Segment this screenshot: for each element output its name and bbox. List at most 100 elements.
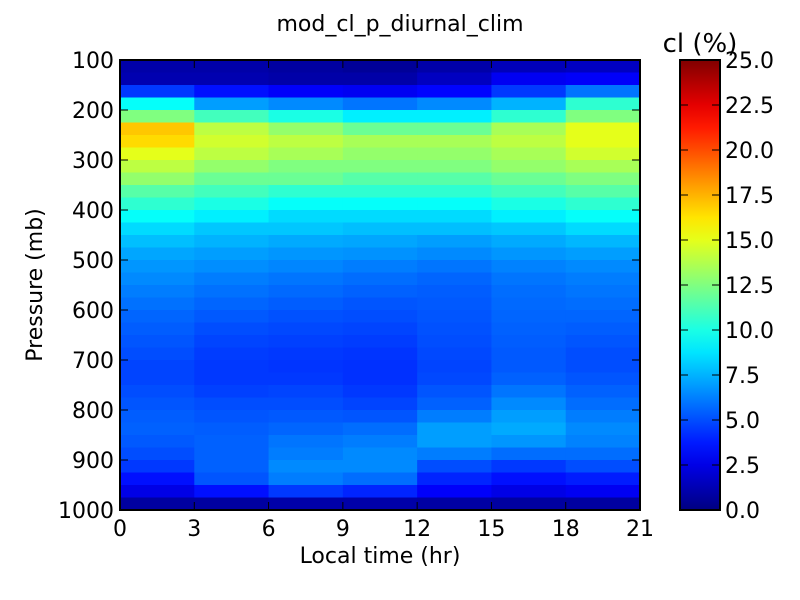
heatmap-cell (491, 360, 567, 374)
heatmap-cell (565, 60, 641, 74)
heatmap-cell (565, 185, 641, 199)
heatmap-cell (342, 160, 418, 174)
colorbar-tick-label: 25.0 (725, 49, 774, 74)
heatmap-cell (491, 97, 567, 111)
heatmap-cell (491, 160, 567, 174)
heatmap-cell (491, 147, 567, 161)
heatmap-cell (417, 360, 493, 374)
heatmap-cell (565, 197, 641, 211)
heatmap-cell (120, 372, 195, 386)
heatmap-cell (268, 347, 344, 361)
heatmap-cell (120, 397, 195, 411)
heatmap-cell (565, 147, 641, 161)
y-axis-title: Pressure (mb) (23, 208, 48, 362)
heatmap-cell (565, 322, 641, 336)
heatmap-cell (565, 110, 641, 124)
heatmap-cell (491, 85, 567, 99)
heatmap-cell (417, 272, 493, 286)
heatmap-cell (120, 122, 195, 136)
heatmap-cell (194, 235, 270, 249)
heatmap-cell (120, 272, 195, 286)
heatmap-cell (417, 485, 493, 499)
heatmap-cell (268, 335, 344, 349)
heatmap-cell (194, 60, 270, 74)
heatmap-cell (120, 435, 195, 449)
colorbar-tick-label: 15.0 (725, 229, 774, 254)
heatmap-cell (342, 435, 418, 449)
heatmap-cell (565, 272, 641, 286)
heatmap-cell (565, 460, 641, 474)
heatmap-cell (120, 485, 195, 499)
heatmap-cell (194, 72, 270, 86)
heatmap-cell (491, 347, 567, 361)
heatmap-cell (268, 472, 344, 486)
heatmap-cell (342, 197, 418, 211)
heatmap-cell (120, 360, 195, 374)
colorbar-tick-label: 12.5 (725, 274, 774, 299)
heatmap-cell (491, 260, 567, 274)
x-tick-label: 3 (187, 517, 201, 542)
heatmap-cell (120, 297, 195, 311)
heatmap-cell (417, 285, 493, 299)
heatmap-cell (268, 197, 344, 211)
heatmap-cell (417, 447, 493, 461)
heatmap-cell (268, 310, 344, 324)
heatmap-cell (491, 310, 567, 324)
heatmap-cell (120, 135, 195, 149)
heatmap-cell (194, 335, 270, 349)
heatmap-cell (194, 210, 270, 224)
x-tick-label: 0 (113, 517, 127, 542)
heatmap-cell (417, 247, 493, 261)
heatmap-cell (120, 285, 195, 299)
colorbar-tick-label: 2.5 (725, 454, 760, 479)
x-axis-title: Local time (hr) (300, 544, 461, 569)
heatmap-cell (120, 60, 195, 74)
heatmap-cell (194, 497, 270, 511)
heatmap-cell (194, 472, 270, 486)
heatmap-cell (342, 472, 418, 486)
heatmap-cell (268, 60, 344, 74)
heatmap-cell (417, 72, 493, 86)
heatmap-cell (565, 72, 641, 86)
heatmap-cell (120, 322, 195, 336)
heatmap-cell (120, 97, 195, 111)
heatmap-cell (268, 360, 344, 374)
heatmap-cell (342, 185, 418, 199)
heatmap-cell (565, 297, 641, 311)
heatmap-cell (565, 160, 641, 174)
heatmap-cell (268, 72, 344, 86)
heatmap-cell (417, 310, 493, 324)
heatmap-cell (342, 122, 418, 136)
heatmap-cell (342, 310, 418, 324)
heatmap-cell (268, 397, 344, 411)
heatmap-cell (268, 422, 344, 436)
heatmap-cell (120, 385, 195, 399)
heatmap-cell (194, 397, 270, 411)
heatmap-cell (342, 272, 418, 286)
heatmap-cell (342, 322, 418, 336)
x-tick-label: 15 (477, 517, 505, 542)
heatmap-cell (417, 385, 493, 399)
plot-frame (119, 59, 641, 511)
heatmap-cell (194, 385, 270, 399)
heatmap-cell (491, 210, 567, 224)
heatmap-cell (268, 435, 344, 449)
heatmap-cell (268, 160, 344, 174)
heatmap-cell (342, 335, 418, 349)
heatmap-cell (342, 372, 418, 386)
heatmap-cell (417, 260, 493, 274)
heatmap-cell (417, 422, 493, 436)
heatmap-cell (268, 372, 344, 386)
heatmap-cell (491, 472, 567, 486)
heatmap-cell (565, 310, 641, 324)
heatmap-cell (120, 422, 195, 436)
heatmap-cell (268, 497, 344, 511)
heatmap-cell (268, 135, 344, 149)
colorbar-axis: 0.0 2.5 5.0 7.5 10.0 12.5 15.0 17.5 20.0 22.5 25.0 (680, 49, 774, 524)
heatmap-cell (268, 97, 344, 111)
heatmap-cell (120, 72, 195, 86)
heatmap-cell (417, 472, 493, 486)
heatmap-cell (491, 447, 567, 461)
heatmap-cell (491, 372, 567, 386)
colorbar-title: cl (%) (663, 29, 738, 59)
